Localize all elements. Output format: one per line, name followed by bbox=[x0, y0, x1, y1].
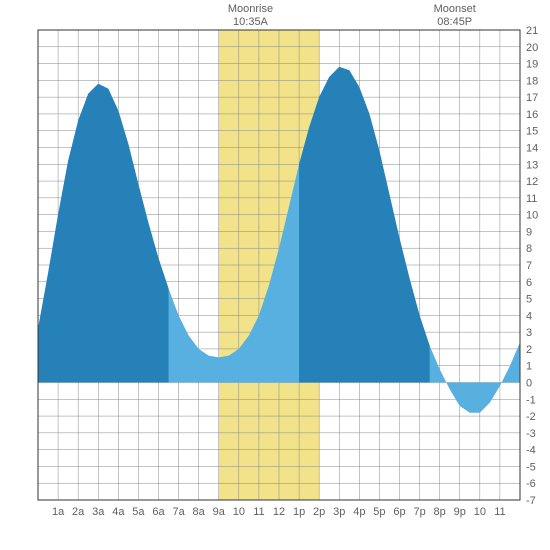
tide-area-dark-1 bbox=[299, 67, 430, 383]
y-tick-label: 2 bbox=[526, 344, 532, 356]
y-tick-label: -2 bbox=[526, 411, 536, 423]
x-tick-label: 10 bbox=[233, 506, 245, 518]
x-tick-label: 7a bbox=[172, 506, 185, 518]
y-tick-label: 8 bbox=[526, 243, 532, 255]
y-tick-label: 19 bbox=[526, 59, 538, 71]
y-tick-label: 1 bbox=[526, 361, 532, 373]
y-tick-label: 13 bbox=[526, 159, 538, 171]
y-tick-label: 20 bbox=[526, 42, 538, 54]
y-tick-label: 14 bbox=[526, 143, 538, 155]
y-tick-label: -4 bbox=[526, 445, 536, 457]
tide-chart: 1a2a3a4a5a6a7a8a9a1011121p2p3p4p5p6p7p8p… bbox=[0, 0, 550, 550]
x-tick-label: 2a bbox=[72, 506, 85, 518]
chart-svg: 1a2a3a4a5a6a7a8a9a1011121p2p3p4p5p6p7p8p… bbox=[0, 0, 550, 550]
y-tick-label: 5 bbox=[526, 294, 532, 306]
y-tick-label: 21 bbox=[526, 25, 538, 37]
y-tick-label: 7 bbox=[526, 260, 532, 272]
x-tick-label: 8a bbox=[193, 506, 206, 518]
y-tick-label: 6 bbox=[526, 277, 532, 289]
y-tick-label: 0 bbox=[526, 378, 532, 390]
x-tick-label: 1p bbox=[293, 506, 305, 518]
x-tick-label: 9p bbox=[454, 506, 466, 518]
x-tick-label: 5p bbox=[373, 506, 385, 518]
x-tick-label: 11 bbox=[494, 506, 505, 518]
x-tick-label: 3a bbox=[92, 506, 105, 518]
x-tick-label: 4p bbox=[353, 506, 365, 518]
y-tick-label: 10 bbox=[526, 210, 538, 222]
x-tick-label: 2p bbox=[313, 506, 325, 518]
annotation-label: Moonrise bbox=[228, 3, 273, 15]
x-tick-label: 3p bbox=[333, 506, 345, 518]
y-tick-label: 11 bbox=[526, 193, 537, 205]
y-tick-label: -6 bbox=[526, 478, 536, 490]
y-tick-label: -1 bbox=[526, 394, 536, 406]
annotation-time: 10:35A bbox=[233, 16, 269, 28]
x-tick-label: 10 bbox=[474, 506, 486, 518]
tide-area-dark-0 bbox=[38, 84, 169, 383]
y-tick-label: -5 bbox=[526, 461, 536, 473]
y-tick-label: 12 bbox=[526, 176, 538, 188]
y-tick-label: 15 bbox=[526, 126, 538, 138]
y-tick-label: 3 bbox=[526, 327, 532, 339]
x-tick-label: 4a bbox=[112, 506, 125, 518]
y-tick-label: 16 bbox=[526, 109, 538, 121]
x-tick-label: 8p bbox=[434, 506, 446, 518]
y-tick-label: 4 bbox=[526, 310, 532, 322]
x-tick-label: 11 bbox=[253, 506, 264, 518]
y-tick-label: -3 bbox=[526, 428, 536, 440]
x-tick-label: 1a bbox=[52, 506, 65, 518]
annotation-time: 08:45P bbox=[437, 16, 472, 28]
y-tick-label: -7 bbox=[526, 495, 536, 507]
x-tick-label: 7p bbox=[413, 506, 425, 518]
x-tick-label: 9a bbox=[213, 506, 226, 518]
x-tick-label: 6a bbox=[152, 506, 165, 518]
x-tick-label: 12 bbox=[273, 506, 285, 518]
y-tick-label: 18 bbox=[526, 75, 538, 87]
x-tick-label: 5a bbox=[132, 506, 145, 518]
y-tick-label: 9 bbox=[526, 226, 532, 238]
y-tick-label: 17 bbox=[526, 92, 538, 104]
annotation-label: Moonset bbox=[434, 3, 476, 15]
x-tick-label: 6p bbox=[393, 506, 405, 518]
